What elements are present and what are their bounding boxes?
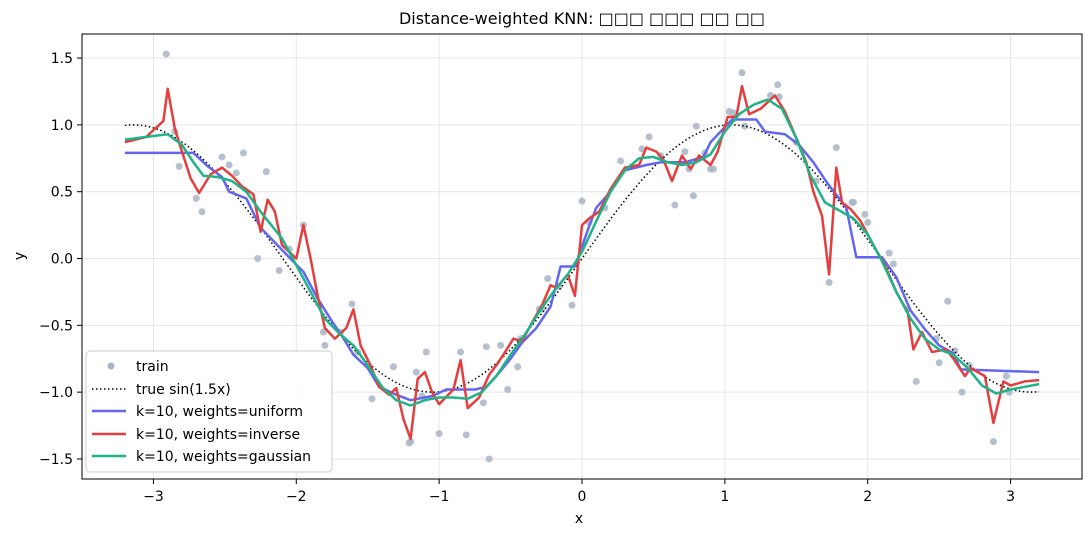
x-tick-label: −1 [429,489,450,505]
train-point [1002,372,1010,380]
train-point [849,198,857,206]
train-point [889,260,897,268]
gaussian-line [124,98,1040,407]
train-point [689,192,697,200]
train-point [774,81,782,89]
train-point [435,430,443,438]
y-tick-label: 1.5 [51,51,73,67]
train-point [671,201,679,209]
train-point [709,165,717,173]
train-point [262,168,270,176]
train-point [935,359,943,367]
train-point [232,169,240,177]
chart-title: Distance-weighted KNN: □□□ □□□ □□ □□ [399,9,765,28]
train-point [825,279,833,287]
y-axis-label: y [12,252,28,260]
x-tick-label: −2 [286,489,307,505]
train-point [738,69,746,77]
x-axis-label: x [575,511,583,527]
train-point [254,255,262,263]
train-point [568,301,576,309]
legend-label-truth: true sin(1.5x) [136,382,231,398]
train-point [198,208,206,216]
y-tick-label: 0.5 [51,185,73,201]
train-point [175,162,183,170]
train-point [832,144,840,152]
train-point [861,210,869,218]
train-point [958,388,966,396]
axis-ticks: −3 −2 −1 0 1 2 3 −1.5 −1.0 −0.5 0.0 0.5 1.0 1.5 [39,51,1015,505]
train-point [389,363,397,371]
train-point [485,455,493,463]
legend-box [85,350,333,473]
train-point [218,153,226,161]
y-tick-label: 1.0 [51,118,73,134]
train-point [422,348,430,356]
train-point [239,149,247,157]
train-point [225,161,233,169]
x-tick-label: −3 [143,489,164,505]
legend-label-inverse: k=10, weights=inverse [136,427,300,443]
train-point [319,328,327,336]
y-tick-label: −0.5 [39,318,73,334]
train-point [544,275,552,283]
train-point [412,368,420,376]
train-point [497,341,505,349]
legend-label-gaussian: k=10, weights=gaussian [136,449,311,465]
train-point [348,300,356,308]
legend-marker-train [107,362,115,370]
train-point [457,348,465,356]
x-tick-label: 2 [863,489,872,505]
x-tick-label: 3 [1006,489,1015,505]
series-lines [124,84,1040,441]
train-point [864,218,872,226]
train-point [479,399,487,407]
train-point [729,109,737,117]
train-point [192,194,200,202]
train-point [482,343,490,351]
train-point [885,249,893,257]
train-point [514,363,522,371]
train-point [462,431,470,439]
train-point [617,157,625,165]
x-tick-label: 0 [578,489,587,505]
train-point [692,122,700,130]
train-point [321,341,329,349]
train-point [989,438,997,446]
train-point [912,377,920,385]
x-tick-label: 1 [720,489,729,505]
y-tick-label: −1.0 [39,385,73,401]
y-tick-label: 0.0 [51,252,73,268]
train-point [944,297,952,305]
train-point [578,197,586,205]
legend-label-uniform: k=10, weights=uniform [136,404,303,420]
train-point [504,385,512,393]
train-point [162,50,170,58]
train-point [275,267,283,275]
y-tick-label: −1.5 [39,452,73,468]
train-point [645,133,653,141]
legend-label-train: train [136,359,169,375]
train-point [407,438,415,446]
legend: train true sin(1.5x) k=10, weights=unifo… [85,350,333,473]
train-point [741,122,749,130]
train-point [681,148,689,156]
train-point [368,395,376,403]
